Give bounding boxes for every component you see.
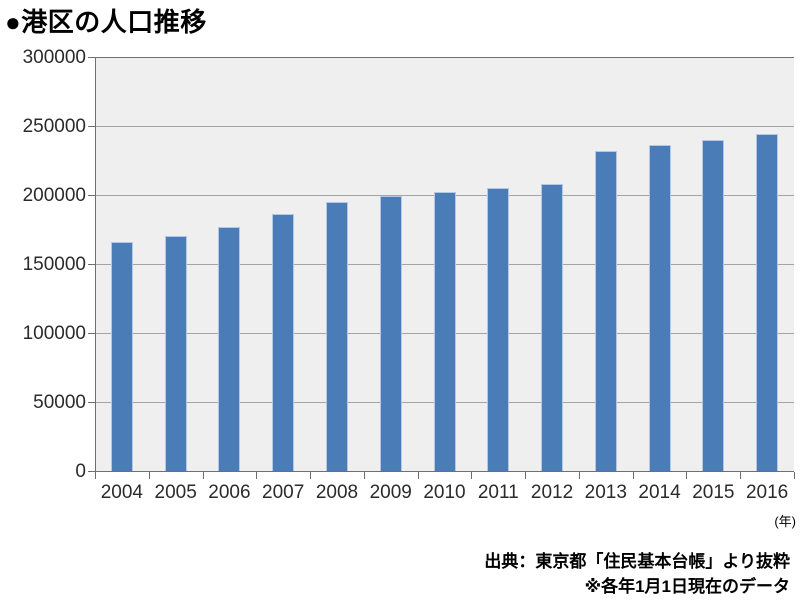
gridline-300000 [95,57,794,58]
x-tick-6 [417,472,419,479]
y-axis-label-250000: 250000 [22,115,86,137]
plot-area [95,57,794,471]
y-tick-0 [88,471,96,472]
x-axis-label-2016: 2016 [745,482,789,503]
y-tick-300000 [88,57,96,58]
x-tick-5 [363,472,365,479]
x-tick-2 [202,472,204,479]
x-tick-0 [95,472,96,479]
y-tick-150000 [88,264,96,265]
chart-title: ●港区の人口推移 [5,7,207,37]
x-axis-label-2015: 2015 [692,482,735,503]
x-tick-8 [525,472,527,479]
bar-2015 [702,139,725,471]
y-axis-label-300000: 300000 [22,46,86,68]
y-tick-200000 [88,195,96,196]
x-tick-12 [740,472,742,479]
x-axis-label-2013: 2013 [584,482,627,503]
x-axis-line [95,471,794,472]
bar-2010 [433,192,456,471]
x-tick-9 [578,472,580,479]
bar-2009 [379,196,402,471]
x-tick-13 [794,472,795,479]
bar-2007 [272,214,295,471]
x-tick-3 [256,472,258,479]
bar-2012 [541,183,564,471]
x-tick-1 [148,472,150,479]
source-line-1: 出典：東京都「住民基本台帳」より抜粋 [484,552,790,571]
x-axis-label-2004: 2004 [100,482,144,503]
x-axis-label-2007: 2007 [262,482,305,503]
y-tick-100000 [88,333,96,334]
y-axis-label-0: 0 [75,460,86,482]
y-axis-label-100000: 100000 [22,322,86,344]
x-axis-label-2006: 2006 [208,482,251,503]
bar-2016 [756,134,779,471]
y-axis-label-200000: 200000 [22,184,86,206]
bar-2013 [594,150,617,471]
bar-2011 [487,188,510,471]
x-tick-11 [686,472,688,479]
x-axis-label-2014: 2014 [638,482,681,503]
x-axis-label-2005: 2005 [154,482,197,503]
y-tick-250000 [88,126,96,127]
x-axis-label-2011: 2011 [477,482,519,503]
bar-2005 [164,236,187,471]
y-tick-50000 [88,402,96,403]
source-note: 出典：東京都「住民基本台帳」より抜粋 ※各年1月1日現在のデータ [484,549,790,599]
bar-2006 [218,226,241,471]
y-axis-label-150000: 150000 [22,253,86,275]
bar-2008 [325,201,348,471]
x-axis-label-2012: 2012 [530,482,574,503]
x-tick-7 [471,472,473,479]
y-axis-label-50000: 50000 [33,391,86,413]
bar-2004 [110,241,133,471]
x-tick-4 [310,472,312,479]
y-axis-line [95,57,96,471]
source-line-2: ※各年1月1日現在のデータ [584,577,790,596]
x-axis-label-2008: 2008 [315,482,359,503]
x-axis-unit-label: (年) [774,514,796,529]
x-tick-10 [632,472,634,479]
x-axis-label-2010: 2010 [423,482,466,503]
x-axis-label-2009: 2009 [369,482,412,503]
gridline-250000 [95,126,794,127]
bar-2014 [648,145,671,471]
